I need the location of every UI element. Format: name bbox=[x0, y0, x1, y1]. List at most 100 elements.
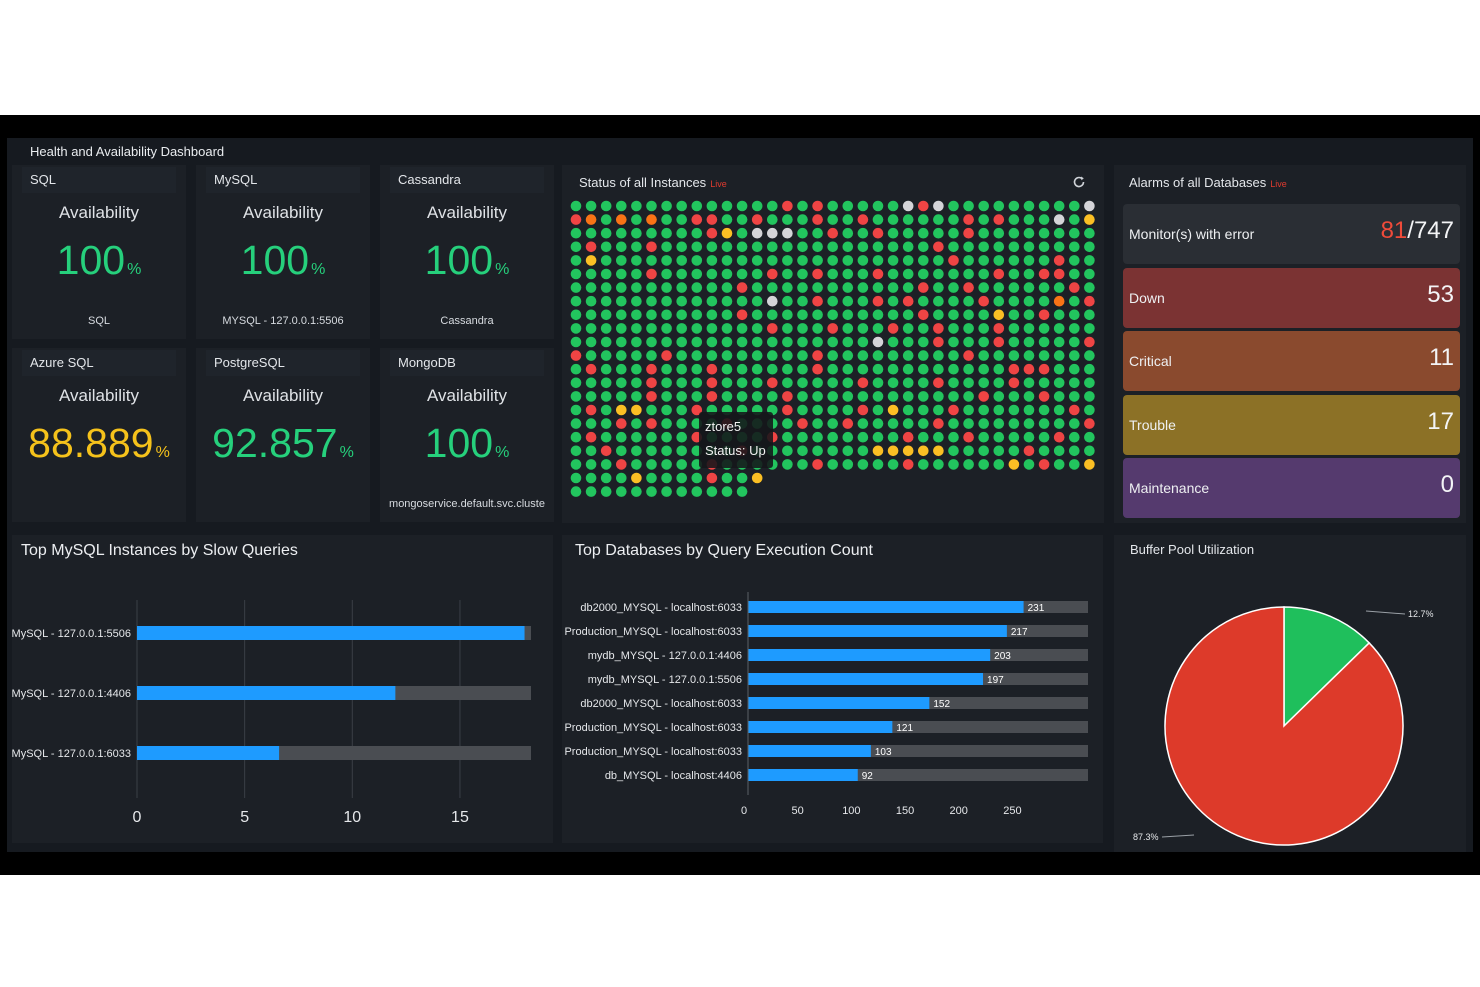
instance-status-dot[interactable] bbox=[978, 418, 989, 429]
bar[interactable] bbox=[748, 721, 893, 733]
instance-status-dot[interactable] bbox=[872, 459, 884, 470]
instance-status-dot[interactable] bbox=[797, 350, 808, 361]
bar[interactable] bbox=[748, 649, 991, 661]
instance-status-dot[interactable] bbox=[1023, 295, 1035, 307]
instance-status-dot[interactable] bbox=[631, 241, 642, 253]
instance-status-dot[interactable] bbox=[1069, 418, 1080, 429]
instance-status-dot[interactable] bbox=[978, 200, 989, 212]
instance-status-dot[interactable] bbox=[1008, 227, 1020, 239]
instance-status-dot[interactable] bbox=[585, 227, 597, 239]
instance-status-dot[interactable] bbox=[1008, 295, 1020, 307]
instance-status-dot[interactable] bbox=[887, 431, 899, 443]
instance-status-dot[interactable] bbox=[902, 282, 914, 293]
bar[interactable] bbox=[137, 686, 396, 700]
instance-status-dot[interactable] bbox=[1069, 268, 1080, 280]
instance-status-dot[interactable] bbox=[767, 295, 778, 307]
instance-status-dot[interactable] bbox=[782, 295, 793, 307]
instance-status-dot[interactable] bbox=[963, 418, 974, 429]
instance-status-dot[interactable] bbox=[857, 227, 869, 239]
instance-status-dot[interactable] bbox=[616, 309, 627, 321]
instance-status-dot[interactable] bbox=[887, 200, 899, 212]
instance-status-dot[interactable] bbox=[978, 295, 989, 307]
instance-status-dot[interactable] bbox=[631, 200, 642, 212]
instance-status-dot[interactable] bbox=[918, 323, 929, 334]
instance-status-dot[interactable] bbox=[676, 295, 687, 307]
instance-status-dot[interactable] bbox=[706, 472, 718, 484]
instance-status-dot[interactable] bbox=[585, 404, 597, 416]
instance-status-dot[interactable] bbox=[1069, 309, 1080, 321]
instance-status-dot[interactable] bbox=[736, 472, 748, 484]
instance-status-dot[interactable] bbox=[751, 336, 763, 348]
instance-status-dot[interactable] bbox=[661, 200, 672, 212]
instance-status-dot[interactable] bbox=[706, 391, 718, 402]
instance-status-dot[interactable] bbox=[1023, 459, 1035, 470]
instance-status-dot[interactable] bbox=[600, 295, 612, 307]
instance-status-dot[interactable] bbox=[585, 241, 597, 253]
instance-status-dot[interactable] bbox=[827, 459, 838, 470]
instance-status-dot[interactable] bbox=[857, 200, 869, 212]
instance-status-dot[interactable] bbox=[948, 431, 959, 443]
instance-status-dot[interactable] bbox=[1053, 214, 1065, 225]
instance-status-dot[interactable] bbox=[676, 391, 687, 402]
instance-status-dot[interactable] bbox=[978, 350, 989, 361]
instance-status-dot[interactable] bbox=[721, 350, 733, 361]
instance-status-dot[interactable] bbox=[857, 241, 869, 253]
instance-status-dot[interactable] bbox=[827, 227, 838, 239]
instance-status-dot[interactable] bbox=[827, 377, 838, 389]
instance-status-dot[interactable] bbox=[963, 282, 974, 293]
instance-status-dot[interactable] bbox=[872, 214, 884, 225]
instance-status-dot[interactable] bbox=[1053, 200, 1065, 212]
instance-status-dot[interactable] bbox=[570, 377, 582, 389]
instance-status-dot[interactable] bbox=[812, 241, 823, 253]
instance-status-dot[interactable] bbox=[887, 323, 899, 334]
instance-status-dot[interactable] bbox=[872, 391, 884, 402]
instance-status-dot[interactable] bbox=[797, 295, 808, 307]
instance-status-dot[interactable] bbox=[585, 323, 597, 334]
instance-status-dot[interactable] bbox=[1069, 363, 1080, 375]
instance-status-dot[interactable] bbox=[706, 309, 718, 321]
instance-status-dot[interactable] bbox=[933, 377, 944, 389]
instance-status-dot[interactable] bbox=[918, 268, 929, 280]
instance-status-dot[interactable] bbox=[676, 377, 687, 389]
instance-status-dot[interactable] bbox=[600, 459, 612, 470]
instance-status-dot[interactable] bbox=[585, 295, 597, 307]
instance-status-dot[interactable] bbox=[721, 200, 733, 212]
instance-status-dot[interactable] bbox=[661, 472, 672, 484]
instance-status-dot[interactable] bbox=[782, 200, 793, 212]
instance-status-dot[interactable] bbox=[993, 350, 1005, 361]
instance-status-dot[interactable] bbox=[736, 268, 748, 280]
instance-status-dot[interactable] bbox=[751, 472, 763, 484]
instance-status-dot[interactable] bbox=[1023, 377, 1035, 389]
instance-status-dot[interactable] bbox=[872, 282, 884, 293]
instance-status-dot[interactable] bbox=[1038, 404, 1050, 416]
instance-status-dot[interactable] bbox=[570, 309, 582, 321]
instance-status-dot[interactable] bbox=[1008, 336, 1020, 348]
instance-status-dot[interactable] bbox=[616, 350, 627, 361]
instance-status-dot[interactable] bbox=[887, 336, 899, 348]
instance-status-dot[interactable] bbox=[993, 214, 1005, 225]
instance-status-dot[interactable] bbox=[1038, 336, 1050, 348]
instance-status-dot[interactable] bbox=[661, 268, 672, 280]
instance-status-dot[interactable] bbox=[721, 309, 733, 321]
instance-status-dot[interactable] bbox=[1038, 255, 1050, 266]
instance-status-dot[interactable] bbox=[797, 445, 808, 457]
instance-status-dot[interactable] bbox=[706, 323, 718, 334]
instance-status-dot[interactable] bbox=[993, 268, 1005, 280]
instance-status-dot[interactable] bbox=[948, 200, 959, 212]
instance-status-dot[interactable] bbox=[1053, 282, 1065, 293]
instance-status-dot[interactable] bbox=[570, 391, 582, 402]
instance-status-dot[interactable] bbox=[1053, 377, 1065, 389]
instance-status-dot[interactable] bbox=[857, 295, 869, 307]
instance-status-dot[interactable] bbox=[1069, 336, 1080, 348]
instance-status-dot[interactable] bbox=[963, 350, 974, 361]
instance-status-dot[interactable] bbox=[963, 323, 974, 334]
bar[interactable] bbox=[748, 745, 871, 757]
instance-status-dot[interactable] bbox=[782, 377, 793, 389]
instance-status-dot[interactable] bbox=[600, 404, 612, 416]
instance-status-dot[interactable] bbox=[857, 336, 869, 348]
instance-status-dot[interactable] bbox=[857, 445, 869, 457]
instance-status-dot[interactable] bbox=[600, 363, 612, 375]
instance-status-dot[interactable] bbox=[872, 350, 884, 361]
instance-status-dot[interactable] bbox=[918, 418, 929, 429]
instance-status-dot[interactable] bbox=[1023, 404, 1035, 416]
